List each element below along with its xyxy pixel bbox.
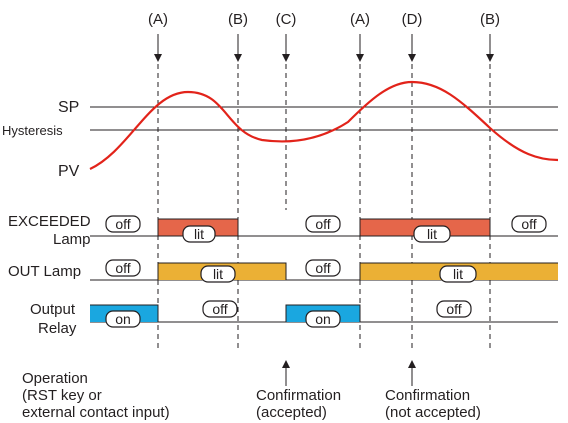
out-lamp-bar-outline-1: [157, 262, 287, 280]
output-relay-label-1: Output: [30, 301, 76, 318]
exceeded-off-pill-1: off: [105, 215, 141, 233]
confirmation-accepted-line-2: (accepted): [256, 404, 327, 421]
event-label-d: (D): [402, 11, 423, 28]
exceeded-off-pill-2: off: [305, 215, 341, 233]
pill-text: off: [315, 216, 330, 232]
sp-label: SP: [58, 99, 79, 116]
event-dashed-lines: [157, 64, 491, 352]
pill-text: off: [446, 301, 461, 317]
event-label-b2: (B): [480, 11, 500, 28]
hysteresis-label: Hysteresis: [2, 123, 63, 138]
pill-text: lit: [213, 266, 223, 282]
event-label-a1: (A): [148, 11, 168, 28]
pv-curve: [89, 80, 559, 170]
event-label-c: (C): [276, 11, 297, 28]
pill-text: off: [115, 216, 130, 232]
confirmation-not-accepted-line-2: (not accepted): [385, 404, 481, 421]
pill-text: on: [115, 311, 131, 327]
out-off-pill-1: off: [105, 259, 141, 277]
event-arrows-top: [154, 34, 494, 62]
output-relay-bar-outline-1: [90, 304, 159, 322]
exceeded-lit-pill-1: lit: [182, 225, 216, 243]
event-label-a2: (A): [350, 11, 370, 28]
pill-text: lit: [453, 266, 463, 282]
operation-line-1: Operation: [22, 370, 88, 387]
exceeded-lit-pill-2: lit: [413, 225, 451, 243]
pill-text: lit: [194, 226, 204, 242]
pill-text: on: [315, 311, 331, 327]
confirmation-not-accepted-line-1: Confirmation: [385, 387, 470, 404]
operation-line-2: (RST key or: [22, 387, 102, 404]
event-label-b1: (B): [228, 11, 248, 28]
relay-on-pill-2: on: [305, 310, 341, 328]
output-relay-label-2: Relay: [38, 320, 77, 337]
exceeded-lamp-label-2: Lamp: [53, 231, 91, 248]
out-lamp-bar-outline-2: [359, 262, 558, 280]
relay-off-pill-2: off: [436, 300, 472, 318]
confirmation-arrows: [282, 360, 416, 386]
out-off-pill-2: off: [305, 259, 341, 277]
pill-text: lit: [427, 226, 437, 242]
pill-text: off: [315, 260, 330, 276]
pill-text: off: [115, 260, 130, 276]
relay-on-pill-1: on: [105, 310, 141, 328]
pill-text: off: [212, 301, 227, 317]
exceeded-lamp-label-1: EXCEEDED: [8, 213, 91, 230]
out-lamp-label: OUT Lamp: [8, 263, 81, 280]
exceeded-off-pill-3: off: [511, 215, 547, 233]
confirmation-accepted-line-1: Confirmation: [256, 387, 341, 404]
out-lit-pill-2: lit: [439, 265, 477, 283]
pv-label: PV: [58, 163, 80, 180]
relay-off-pill-1: off: [202, 300, 238, 318]
pill-text: off: [521, 216, 536, 232]
out-lit-pill-1: lit: [200, 265, 236, 283]
operation-line-3: external contact input): [22, 404, 170, 421]
output-relay-bar-outline-2: [285, 304, 361, 322]
